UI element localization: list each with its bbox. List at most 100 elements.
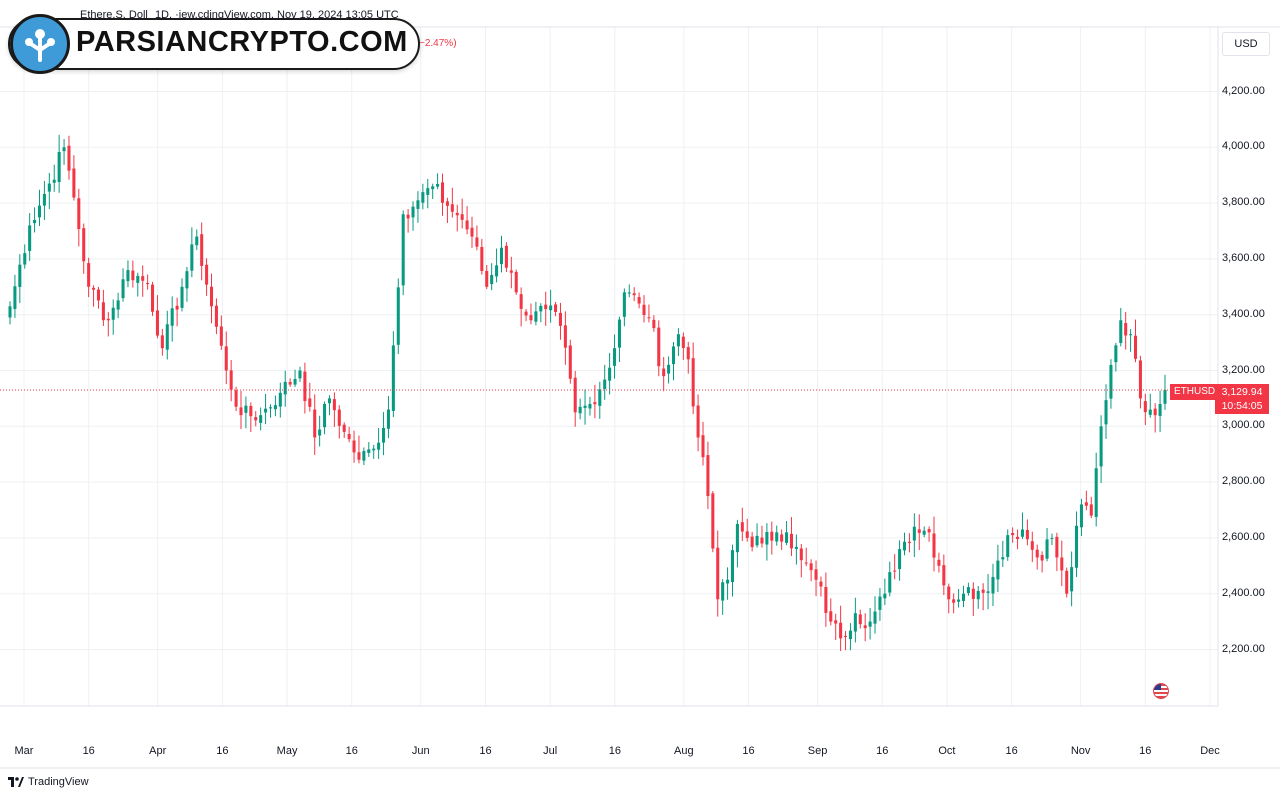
time-tick-label: 16 (82, 745, 95, 757)
candle (1148, 393, 1152, 418)
candle-body (190, 244, 194, 271)
tradingview-text: TradingView (28, 776, 89, 788)
candle (617, 316, 621, 362)
tradingview-brand[interactable]: TradingView (8, 776, 89, 788)
bar-countdown: 10:54:05 (1221, 400, 1263, 412)
candle (1114, 342, 1118, 372)
candle-body (180, 286, 184, 308)
candle (214, 298, 218, 335)
candle (603, 364, 607, 400)
candle (1079, 498, 1083, 537)
candle-body (937, 559, 941, 566)
last-price-value: 3,129.94 (1221, 386, 1263, 398)
candle-body (893, 570, 897, 572)
candle-body (1079, 504, 1083, 528)
candle-body (411, 206, 415, 218)
candle (254, 411, 258, 427)
candle-body (259, 415, 263, 423)
price-tick-label: 2,800.00 (1222, 475, 1265, 488)
candle (907, 533, 911, 553)
time-tick-label: May (276, 745, 298, 757)
candle (888, 561, 892, 597)
candle-body (583, 405, 587, 408)
candle (544, 291, 548, 326)
candle (396, 278, 400, 355)
candle (608, 353, 612, 395)
price-tick-label: 3,600.00 (1222, 251, 1265, 264)
candle (760, 525, 764, 548)
candle-body (47, 183, 51, 192)
candle (450, 187, 454, 218)
change-percent: −2.47%) (419, 38, 457, 49)
candle (961, 585, 966, 608)
time-tick-label: Sep (807, 745, 828, 757)
candle (947, 583, 951, 614)
candle (268, 404, 273, 418)
candle (160, 328, 164, 356)
us-flag-icon[interactable] (1153, 683, 1169, 699)
candle (1001, 540, 1005, 567)
candle-body (82, 228, 86, 262)
candle (219, 315, 223, 350)
candle-body (303, 371, 307, 402)
candle (839, 605, 843, 651)
candle-body (617, 319, 621, 348)
candle-body (485, 270, 489, 287)
candle-body (775, 532, 779, 542)
candle (490, 263, 494, 291)
candle (323, 401, 327, 435)
candle (1016, 529, 1020, 550)
candle-body (229, 370, 233, 390)
candle (185, 266, 189, 302)
time-tick-label: 16 (479, 745, 492, 757)
candle-body (1060, 557, 1064, 571)
time-tick-label: Aug (674, 745, 694, 757)
candle (799, 543, 803, 578)
candle (72, 155, 76, 201)
candle (8, 301, 12, 325)
candle-body (588, 403, 592, 409)
candle-body (598, 389, 602, 406)
candle (42, 180, 46, 220)
currency-selector[interactable]: USD (1222, 32, 1270, 56)
candle (77, 188, 81, 247)
candle (730, 544, 735, 597)
candle-body (460, 214, 464, 220)
candle (283, 370, 287, 407)
candle-body (578, 406, 582, 414)
candle-body (1133, 335, 1138, 359)
candle-body (627, 292, 631, 294)
candle (632, 287, 636, 302)
price-tick-label: 3,400.00 (1222, 307, 1265, 320)
candle-body (927, 529, 931, 533)
candle-body (745, 531, 749, 538)
candle-body (878, 596, 882, 610)
candle-body (214, 305, 218, 327)
candle-body (249, 405, 253, 417)
candle-body (834, 620, 838, 624)
candle (23, 244, 27, 269)
candle (917, 514, 921, 551)
candle-body (613, 348, 617, 366)
candle-body (480, 247, 484, 272)
candle-body (234, 390, 238, 407)
candle-body (67, 145, 71, 171)
candle (706, 441, 710, 510)
candle-body (986, 591, 990, 593)
candle-body (716, 547, 720, 600)
candle-body (952, 599, 956, 603)
candle (372, 444, 376, 459)
candle (578, 398, 582, 420)
candle-body (814, 569, 818, 580)
candle-body (342, 424, 346, 432)
candle-body (106, 318, 110, 321)
candle-body (1163, 390, 1167, 404)
candle-body (455, 212, 459, 216)
candle-body (785, 532, 789, 543)
candle (942, 554, 946, 596)
candle-body (504, 245, 508, 268)
candle (986, 574, 990, 610)
candle-body (539, 305, 543, 312)
candle-body (961, 593, 966, 601)
